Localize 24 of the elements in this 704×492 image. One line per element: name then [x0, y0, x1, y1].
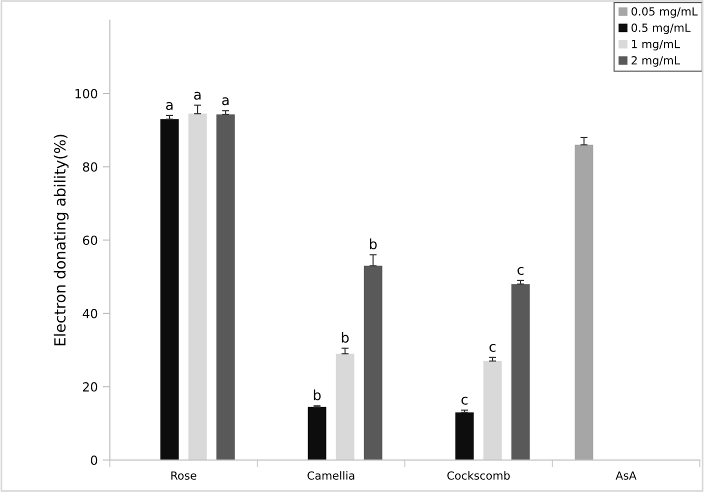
data-label: c — [461, 396, 468, 405]
data-label: c — [518, 266, 524, 275]
x-tick-label: Rose — [171, 471, 196, 480]
y-tick-label: 100 — [76, 88, 98, 98]
x-tick-label: Cockscomb — [447, 471, 510, 480]
legend-label: 2 mg/mL — [632, 56, 680, 67]
y-tick-label: 0 — [90, 455, 98, 465]
legend-label: 1 mg/mL — [632, 40, 680, 50]
y-tick-label: 40 — [82, 308, 98, 318]
data-label: a — [166, 102, 173, 110]
y-tick-label: 80 — [82, 162, 98, 172]
data-label: b — [370, 238, 377, 250]
y-tick-label: 60 — [82, 236, 98, 246]
data-label: b — [314, 390, 321, 400]
legend-label: 0.5 mg/mL — [632, 24, 691, 34]
data-label: c — [490, 344, 496, 352]
data-label: b — [342, 332, 349, 343]
data-label: a — [222, 97, 229, 106]
x-tick-label: AsA — [616, 471, 636, 480]
legend-label: 0.05 mg/mL — [632, 7, 698, 18]
data-label: a — [194, 92, 201, 100]
y-axis-title: Electron donating ability(%) — [54, 134, 69, 346]
y-tick-label: 20 — [83, 382, 98, 392]
x-tick-label: Camellia — [308, 471, 354, 480]
